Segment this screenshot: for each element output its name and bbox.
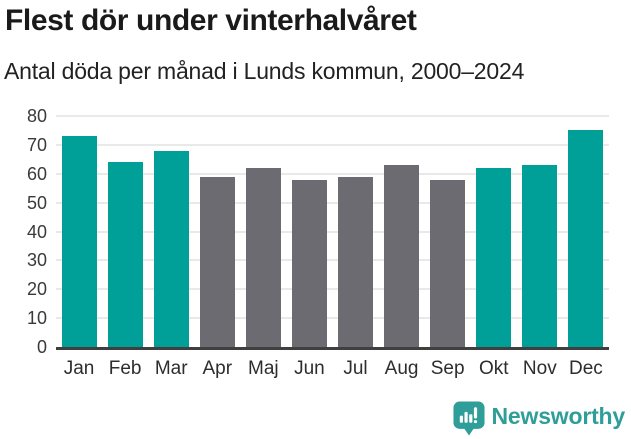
y-axis-label-70: 70 xyxy=(26,134,47,155)
x-axis-label-maj: Maj xyxy=(248,358,279,379)
bar-slot-jun xyxy=(286,116,332,347)
y-axis-label-60: 60 xyxy=(26,163,47,184)
gridline-10 xyxy=(56,317,609,320)
bar-mar xyxy=(153,150,189,347)
newsworthy-logo-icon xyxy=(452,401,485,436)
x-axis-label-mar: Mar xyxy=(154,358,188,379)
bar-slot-sep xyxy=(425,116,471,347)
bar-dec xyxy=(568,130,604,347)
gridline-60 xyxy=(56,172,609,175)
y-axis-label-0: 0 xyxy=(36,337,47,357)
x-axis-label-dec: Dec xyxy=(569,358,603,379)
bar-slot-aug xyxy=(379,116,425,347)
bar-maj xyxy=(245,167,281,347)
x-axis-label-jun: Jun xyxy=(294,358,325,379)
brand-logo: Newsworthy xyxy=(452,400,626,436)
bar-slot-nov xyxy=(517,116,563,347)
y-axis-label-50: 50 xyxy=(26,192,47,213)
bar-slot-jul xyxy=(332,116,378,347)
y-axis-labels: 0 10 20 30 40 50 60 70 80 xyxy=(0,107,47,356)
bar-jul xyxy=(338,176,373,347)
x-axis-label-apr: Apr xyxy=(202,358,233,379)
bar-slot-feb xyxy=(102,116,148,347)
bar-feb xyxy=(107,162,143,347)
bar-apr xyxy=(199,176,235,347)
bar-sep xyxy=(430,179,466,347)
x-axis-labels: Jan Feb Mar Apr Maj Jun Jul Aug Sep Okt Nov Dec xyxy=(56,358,609,380)
y-axis-label-30: 30 xyxy=(26,250,47,271)
page-subtitle: Antal döda per månad i Lunds kommun, 200… xyxy=(4,58,525,84)
bar-slot-dec xyxy=(563,116,609,347)
y-axis-label-20: 20 xyxy=(26,279,47,300)
bar-slot-mar xyxy=(148,116,194,347)
x-axis-label-nov: Nov xyxy=(522,358,557,379)
brand-name: Newsworthy xyxy=(491,402,626,429)
y-axis-label-40: 40 xyxy=(26,221,47,242)
x-axis-label-aug: Aug xyxy=(384,358,419,379)
bar-slot-okt xyxy=(471,116,517,347)
bar-nov xyxy=(522,165,558,347)
gridline-70 xyxy=(56,143,609,146)
page-title: Flest dör under vinterhalvåret xyxy=(5,4,417,37)
bar-slot-jan xyxy=(56,116,102,347)
bar-aug xyxy=(384,165,420,347)
bar-chart xyxy=(56,115,609,350)
bar-okt xyxy=(476,167,512,347)
bars xyxy=(56,116,609,347)
gridline-40 xyxy=(56,230,609,233)
x-axis-label-jul: Jul xyxy=(343,358,368,379)
x-axis-label-okt: Okt xyxy=(478,358,509,379)
y-axis-label-80: 80 xyxy=(26,106,47,126)
y-axis-label-10: 10 xyxy=(26,308,47,329)
x-axis-label-sep: Sep xyxy=(430,358,465,379)
bar-slot-apr xyxy=(194,116,240,347)
gridline-80 xyxy=(56,115,609,117)
gridline-50 xyxy=(56,201,609,204)
x-axis-line xyxy=(56,347,609,350)
gridline-30 xyxy=(56,259,609,262)
gridline-20 xyxy=(56,288,609,291)
x-axis-label-feb: Feb xyxy=(108,358,142,379)
bar-jun xyxy=(291,179,327,347)
bar-jan xyxy=(61,136,97,347)
x-axis-label-jan: Jan xyxy=(63,358,95,379)
bar-slot-maj xyxy=(240,116,286,347)
